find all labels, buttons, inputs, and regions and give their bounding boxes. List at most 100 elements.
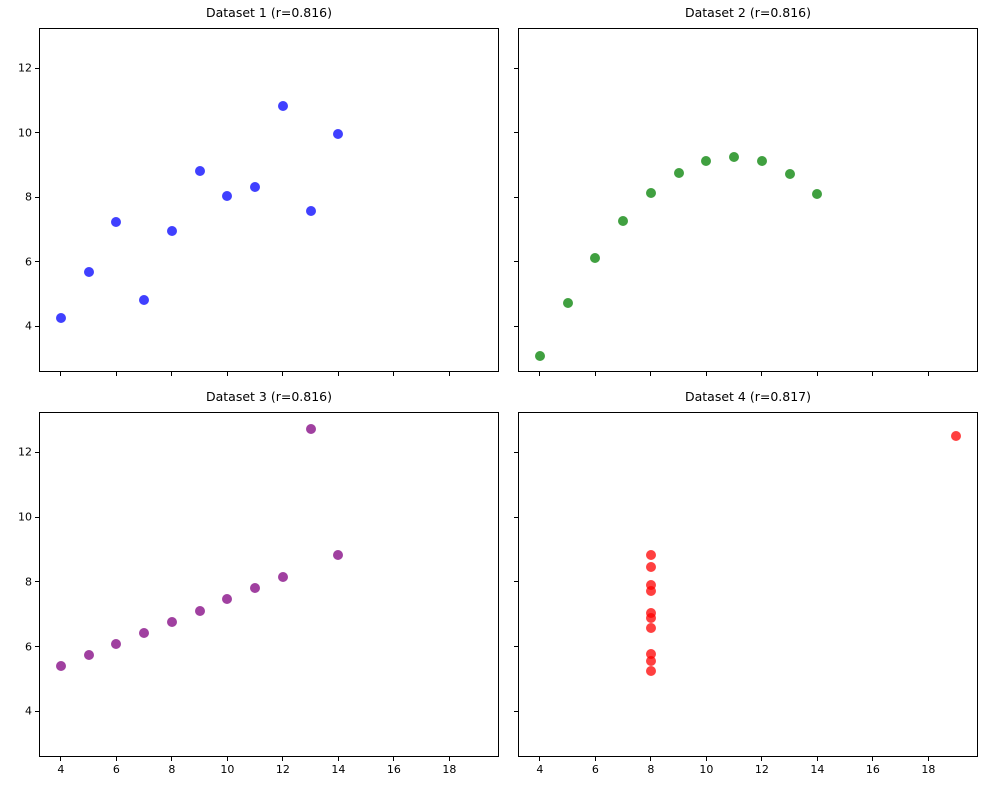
y-tick-label: 10: [18, 510, 32, 524]
x-tick-mark: [226, 372, 228, 376]
data-point: [333, 549, 344, 560]
data-point: [305, 205, 316, 216]
x-tick-mark: [761, 757, 763, 761]
data-point: [645, 649, 656, 660]
data-point: [618, 216, 629, 227]
data-point: [645, 549, 656, 560]
x-tick-label: 8: [647, 763, 655, 776]
plot-title-dataset-2: Dataset 2 (r=0.816): [684, 5, 811, 20]
data-point: [83, 267, 94, 278]
x-tick-label: 4: [536, 763, 544, 776]
x-tick-mark: [337, 372, 339, 376]
y-tick-mark: [514, 451, 518, 453]
data-point: [562, 297, 573, 308]
plot-title-dataset-3: Dataset 3 (r=0.816): [205, 389, 332, 404]
data-point: [645, 612, 656, 623]
y-tick-mark: [35, 646, 39, 648]
data-point: [111, 639, 122, 650]
y-tick-mark: [35, 261, 39, 263]
y-tick-label: 6: [25, 640, 32, 654]
data-point: [139, 295, 150, 306]
x-tick-mark: [816, 372, 818, 376]
x-tick-mark: [872, 372, 874, 376]
x-tick-mark: [872, 757, 874, 761]
data-point: [55, 661, 66, 672]
data-point: [194, 605, 205, 616]
x-tick-mark: [650, 757, 652, 761]
x-tick-mark: [393, 757, 395, 761]
x-tick-label: 16: [865, 763, 880, 776]
y-tick-mark: [35, 196, 39, 198]
x-tick-label: 14: [810, 763, 825, 776]
data-point: [222, 191, 233, 202]
data-point: [277, 100, 288, 111]
data-point: [784, 168, 795, 179]
y-tick-mark: [35, 581, 39, 583]
y-tick-mark: [35, 325, 39, 327]
x-tick-mark: [337, 757, 339, 761]
y-tick-label: 4: [25, 704, 32, 718]
x-tick-label: 14: [331, 763, 346, 776]
x-tick-label: 18: [921, 763, 936, 776]
x-tick-mark: [171, 372, 173, 376]
x-tick-mark: [927, 372, 929, 376]
data-point: [166, 226, 177, 237]
data-point: [951, 431, 962, 442]
y-tick-label: 12: [18, 445, 32, 459]
data-point: [645, 579, 656, 590]
data-point: [111, 216, 122, 227]
data-point: [305, 423, 316, 434]
y-tick-label: 10: [18, 126, 32, 140]
y-tick-mark: [514, 132, 518, 134]
data-point: [645, 622, 656, 633]
data-point: [590, 252, 601, 263]
x-tick-label: 8: [168, 763, 176, 776]
x-tick-mark: [594, 372, 596, 376]
data-point: [645, 187, 656, 198]
x-tick-mark: [705, 372, 707, 376]
y-tick-mark: [514, 67, 518, 69]
x-tick-label: 6: [591, 763, 599, 776]
data-point: [673, 167, 684, 178]
plot-area-dataset-2: [514, 28, 978, 376]
x-tick-label: 18: [442, 763, 457, 776]
y-tick-mark: [514, 516, 518, 518]
data-point: [250, 583, 261, 594]
x-tick-mark: [171, 757, 173, 761]
y-tick-mark: [35, 132, 39, 134]
x-tick-mark: [539, 757, 541, 761]
y-tick-mark: [514, 325, 518, 327]
y-tick-mark: [514, 261, 518, 263]
x-tick-mark: [60, 372, 62, 376]
x-tick-mark: [115, 757, 117, 761]
x-tick-mark: [650, 372, 652, 376]
x-tick-label: 12: [275, 763, 290, 776]
data-point: [645, 655, 656, 666]
x-tick-mark: [393, 372, 395, 376]
x-tick-mark: [60, 757, 62, 761]
x-tick-mark: [448, 757, 450, 761]
data-point: [139, 628, 150, 639]
y-tick-label: 12: [18, 61, 32, 75]
plot-area-dataset-4: 4 6 8 10 12 14 16 18: [514, 412, 978, 776]
x-tick-label: 4: [57, 763, 65, 776]
data-point: [812, 189, 823, 200]
data-point: [222, 594, 233, 605]
x-tick-label: 10: [699, 763, 714, 776]
x-tick-mark: [115, 372, 117, 376]
x-tick-mark: [448, 372, 450, 376]
y-tick-mark: [35, 451, 39, 453]
x-tick-label: 12: [754, 763, 769, 776]
data-point: [756, 155, 767, 166]
x-tick-mark: [226, 757, 228, 761]
plot-title-dataset-1: Dataset 1 (r=0.816): [205, 5, 332, 20]
plot-area-dataset-3: 4 6 8 10 12 14 16 18 4 6 8 10 12: [18, 412, 499, 776]
plot-title-dataset-4: Dataset 4 (r=0.817): [684, 389, 811, 404]
y-tick-label: 4: [25, 319, 32, 333]
y-tick-label: 6: [25, 255, 32, 269]
x-tick-label: 6: [112, 763, 120, 776]
x-tick-mark: [282, 757, 284, 761]
x-tick-label: 16: [386, 763, 401, 776]
x-tick-mark: [705, 757, 707, 761]
y-tick-mark: [35, 516, 39, 518]
